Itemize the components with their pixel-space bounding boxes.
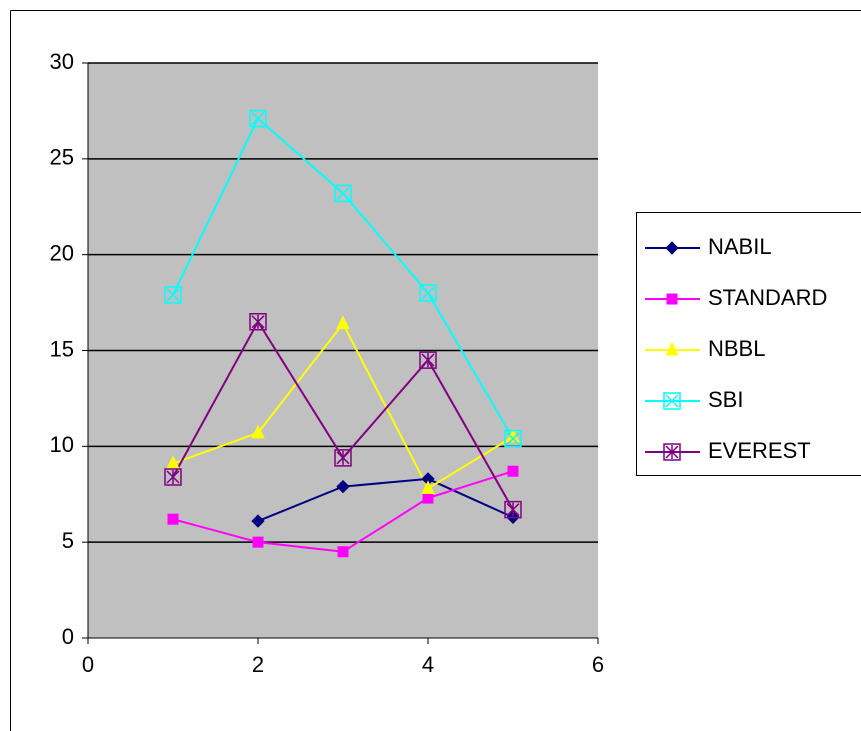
marker (164, 286, 182, 304)
x-tick-label: 6 (592, 652, 604, 677)
legend-label: EVEREST (708, 438, 811, 463)
y-tick-label: 0 (62, 624, 74, 649)
marker (249, 313, 267, 331)
marker (249, 109, 267, 128)
marker (337, 546, 349, 558)
marker (666, 293, 678, 305)
marker (336, 315, 350, 330)
legend (636, 212, 861, 476)
marker (251, 424, 265, 439)
y-tick-label: 15 (50, 336, 74, 361)
x-tick-label: 2 (252, 652, 264, 677)
marker (334, 184, 352, 203)
y-tick-label: 10 (50, 432, 74, 457)
marker (663, 443, 681, 461)
y-tick-label: 30 (50, 49, 74, 74)
marker (665, 241, 679, 255)
marker (251, 514, 265, 528)
x-tick-label: 4 (422, 652, 434, 677)
marker (663, 392, 681, 410)
x-tick-label: 0 (82, 652, 94, 677)
marker (504, 429, 522, 448)
marker (507, 465, 519, 477)
y-tick-label: 20 (50, 240, 74, 265)
marker (336, 479, 350, 494)
y-tick-label: 5 (62, 528, 74, 553)
marker (504, 500, 522, 519)
legend-label: STANDARD (708, 285, 827, 310)
marker (422, 492, 434, 504)
marker (419, 351, 437, 369)
y-tick-label: 25 (50, 145, 74, 170)
legend-label: NABIL (708, 234, 772, 259)
marker (665, 341, 679, 356)
marker (419, 284, 437, 302)
marker (252, 536, 264, 548)
series-line (257, 477, 514, 523)
marker (421, 480, 435, 494)
marker (334, 449, 352, 467)
legend-label: NBBL (708, 336, 765, 361)
legend-label: SBI (708, 387, 743, 412)
marker (164, 468, 182, 486)
marker (167, 513, 179, 525)
